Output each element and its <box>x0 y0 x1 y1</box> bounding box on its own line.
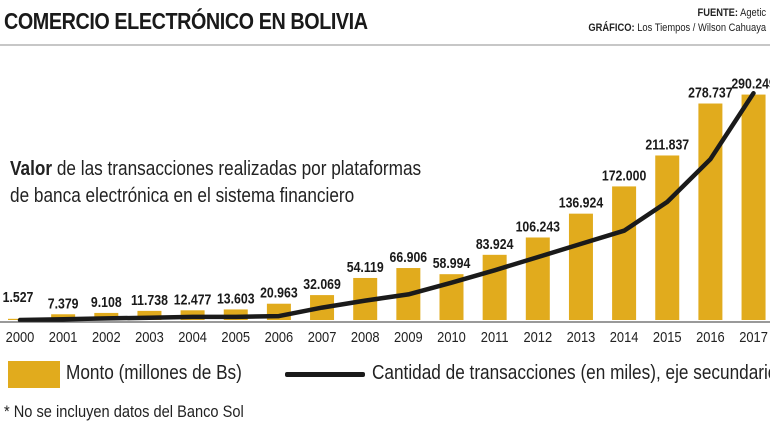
value-label-2016: 278.737 <box>688 84 733 100</box>
value-label-2013: 136.924 <box>559 195 604 211</box>
value-label-2007: 32.069 <box>303 276 341 292</box>
bar-2012 <box>525 237 550 320</box>
value-label-2017: 290.249 <box>731 75 770 91</box>
legend-bar-label: Monto (millones de Bs) <box>66 362 242 384</box>
value-label-2014: 172.000 <box>602 167 647 183</box>
x-tick-2010: 2010 <box>437 328 466 345</box>
source-line: FUENTE: Agetic <box>588 6 766 21</box>
legend-line-label: Cantidad de transacciones (en miles), ej… <box>372 362 770 384</box>
graphic-credit-line: GRÁFICO: Los Tiempos / Wilson Cahuaya <box>588 21 766 36</box>
value-label-2012: 106.243 <box>516 218 561 234</box>
x-tick-2007: 2007 <box>308 328 337 345</box>
source-credits: FUENTE: Agetic GRÁFICO: Los Tiempos / Wi… <box>588 6 766 36</box>
value-label-2008: 54.119 <box>347 259 384 275</box>
x-tick-2005: 2005 <box>221 328 250 345</box>
x-tick-2014: 2014 <box>610 328 639 345</box>
x-tick-2016: 2016 <box>696 328 725 345</box>
transactions-line <box>17 90 756 323</box>
footnote: * No se incluyen datos del Banco Sol <box>4 402 244 421</box>
bar-2017 <box>741 94 766 321</box>
legend-line-swatch <box>285 372 365 377</box>
description-line-1: Valor de las transacciones realizadas po… <box>10 156 421 183</box>
chart-title: COMERCIO ELECTRÓNICO EN BOLIVIA <box>4 8 368 34</box>
bar-2011 <box>482 254 507 320</box>
description-bold: Valor <box>10 158 53 180</box>
value-label-2015: 211.837 <box>645 136 689 152</box>
x-tick-2001: 2001 <box>49 328 78 345</box>
value-label-2011: 83.924 <box>476 236 514 252</box>
graphic-credit-value: Los Tiempos / Wilson Cahuaya <box>637 22 766 34</box>
x-tick-2004: 2004 <box>178 328 207 345</box>
bar-2003 <box>137 310 162 320</box>
value-label-2010: 58.994 <box>433 255 471 271</box>
chart-description: Valor de las transacciones realizadas po… <box>10 156 421 210</box>
x-tick-2017: 2017 <box>739 328 768 345</box>
bar-2015 <box>655 155 680 320</box>
legend-bar-swatch <box>8 361 60 388</box>
bar-2013 <box>568 213 593 320</box>
value-label-2006: 20.963 <box>260 285 298 301</box>
x-tick-2009: 2009 <box>394 328 423 345</box>
x-tick-2011: 2011 <box>481 328 509 345</box>
bar-2016 <box>698 103 723 320</box>
value-label-2004: 12.477 <box>174 291 212 307</box>
value-label-2009: 66.906 <box>390 249 428 265</box>
x-tick-2000: 2000 <box>6 328 35 345</box>
x-tick-2003: 2003 <box>135 328 164 345</box>
value-label-2002: 9.108 <box>91 294 122 310</box>
description-line-1-text: de las transacciones realizadas por plat… <box>52 158 422 180</box>
x-tick-2015: 2015 <box>653 328 682 345</box>
value-label-2000: 1.527 <box>3 289 34 305</box>
x-tick-2006: 2006 <box>265 328 294 345</box>
title-divider <box>0 44 770 46</box>
x-tick-2012: 2012 <box>523 328 552 345</box>
value-label-2003: 11.738 <box>131 292 168 308</box>
source-label: FUENTE: <box>697 7 738 19</box>
graphic-credit-label: GRÁFICO: <box>588 22 635 34</box>
x-tick-2008: 2008 <box>351 328 380 345</box>
description-line-2: de banca electrónica en el sistema finan… <box>10 185 355 207</box>
value-label-2005: 13.603 <box>217 290 255 306</box>
x-tick-2002: 2002 <box>92 328 121 345</box>
x-tick-2013: 2013 <box>567 328 596 345</box>
source-value: Agetic <box>740 7 766 19</box>
value-label-2001: 7.379 <box>48 295 79 311</box>
bar-2014 <box>612 186 637 320</box>
